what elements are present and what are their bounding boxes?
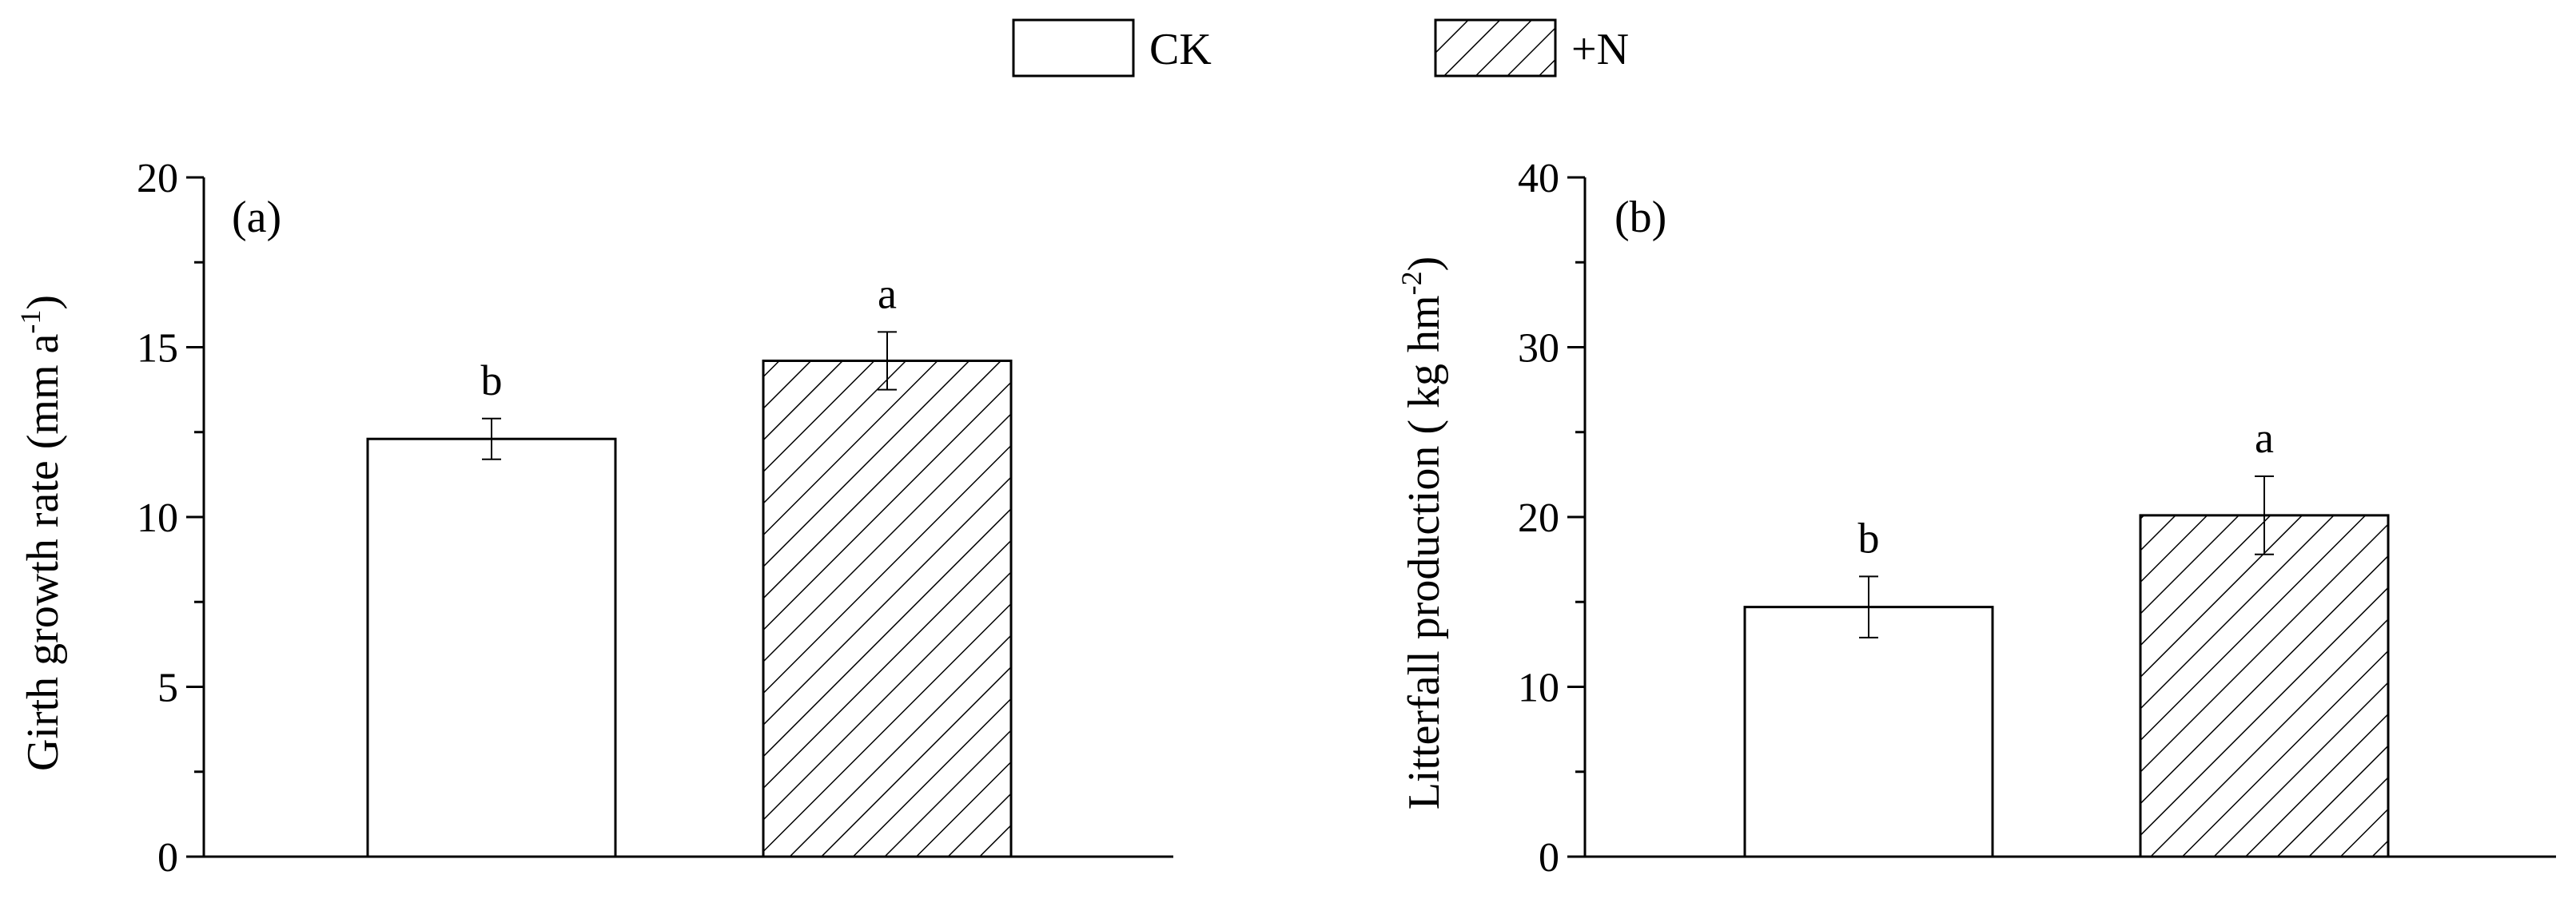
panel-a-y-tick-label: 15: [137, 326, 178, 372]
panel-a-bar-n: [762, 360, 1013, 858]
panel-b-error-bar-n: [2255, 475, 2274, 555]
panel-b-bar-n: [2139, 514, 2390, 858]
panel-a-significance-ck: b: [481, 356, 503, 404]
panel-a-error-bar-n: [878, 331, 897, 391]
panel-b-significance-n: a: [2255, 414, 2274, 462]
legend-label-ck: CK: [1149, 25, 1212, 74]
legend: CK +N: [1012, 18, 1629, 78]
panel-a-error-bar-ck: [482, 417, 501, 460]
panel-a-label: (a): [232, 193, 281, 242]
panel-b-label: (b): [1614, 193, 1666, 242]
panel-a-significance-n: a: [878, 269, 897, 317]
panel-a-y-tick-label: 0: [157, 835, 178, 881]
legend-swatch-ck: [1012, 18, 1135, 78]
panel-a-y-tick-label: 10: [137, 495, 178, 541]
legend-label-n: +N: [1571, 25, 1629, 74]
panel-b-y-tick-label: 10: [1518, 666, 1559, 711]
panel-b-y-tick-label: 30: [1518, 326, 1559, 372]
panel-a-y-axis-title: Girth growth rate (mm a-1): [14, 295, 68, 771]
panel-b-y-tick-label: 20: [1518, 495, 1559, 541]
panel-b-y-tick-label: 0: [1539, 835, 1559, 881]
panel-b-y-tick-label: 40: [1518, 156, 1559, 201]
panel-a-chart: b a 0 5 10 15 20 (a) Girth growth rate (mm a-1): [14, 156, 1173, 881]
panel-a-y-tick-label: 20: [137, 156, 178, 201]
panel-b-y-axis-title: Litterfall production ( kg hm-2): [1395, 257, 1449, 810]
panel-b-error-bar-ck: [1859, 575, 1878, 638]
panel-b-significance-ck: b: [1858, 514, 1880, 562]
panel-a-y-tick-label: 5: [157, 666, 178, 711]
panel-a-bar-ck: [366, 437, 617, 858]
panel-b-bar-ck: [1743, 606, 1994, 858]
legend-swatch-n: [1434, 18, 1557, 78]
panel-b-chart: b a 0 10 20 30 40 (b) Litterfall production ( kg…: [1395, 156, 2556, 881]
